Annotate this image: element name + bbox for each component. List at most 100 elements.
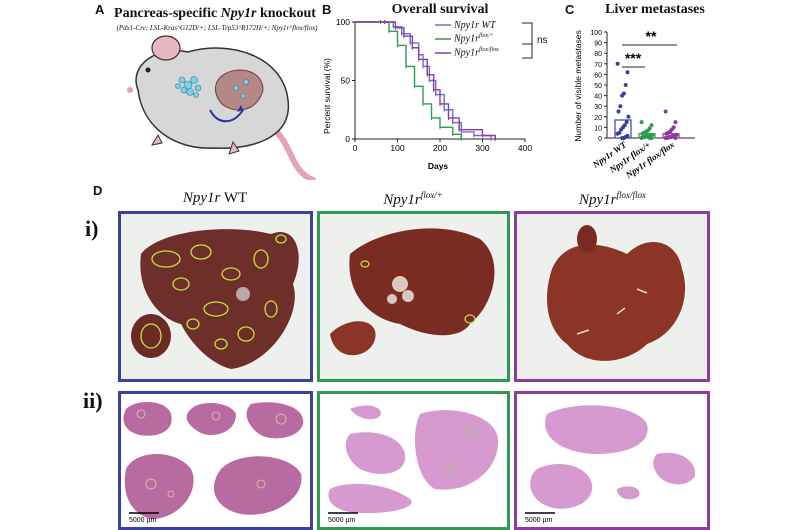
scalebar-label-hom: 5000 µm [525, 517, 553, 524]
metastases-chart: Number of visible metastases 0 10 20 30 40 50… [573, 28, 695, 181]
liver-photo-het [317, 211, 510, 382]
survival-x-tick-label: 100 [390, 143, 404, 153]
metastases-point [626, 114, 631, 119]
metastases-points [614, 61, 680, 140]
metastases-y-tick-label: 80 [594, 51, 602, 58]
row-label-i: i) [85, 216, 99, 241]
histology-het-image: 5000 µm [328, 405, 499, 524]
legend-item-hom: Npy1rflox/flox [435, 46, 535, 60]
metastases-point [663, 109, 668, 114]
column-title-wt: Npy1r WT [182, 190, 248, 206]
panel-a-genotype: (Pdx1-Cre; LSL-Kras^G12D/+; LSL-Trp53^R1… [112, 24, 322, 32]
metastases-y-tick-label: 90 [594, 41, 602, 48]
metastases-ylabel: Number of visible metastases [573, 30, 583, 142]
histology-wt-image: 5000 µm [123, 402, 304, 524]
metastases-point [616, 109, 621, 114]
legend-label-wt: Npy1r WT [454, 19, 496, 31]
survival-x-tick-label: 200 [433, 143, 447, 153]
survival-x-tick-label: 0 [353, 143, 358, 153]
metastases-point [618, 104, 623, 109]
survival-y-tick-label: 50 [341, 76, 351, 86]
histology-het: 5000 µm [317, 391, 510, 530]
column-title-het: Npy1rflox/+ [383, 190, 443, 208]
survival-legend: Npy1r WT Npy1rflox/+ Npy1rflox/flox [435, 18, 535, 60]
histology-hom: 5000 µm [514, 391, 710, 530]
metastases-y-tick-label: 0 [598, 136, 602, 143]
legend-item-het: Npy1rflox/+ [435, 32, 535, 46]
metastases-y-tick-label: 30 [594, 104, 602, 111]
metastases-y-tick-label: 60 [594, 72, 602, 79]
histology-wt: 5000 µm [118, 391, 313, 530]
panel-d-letter: D [93, 183, 103, 198]
metastases-y-tick-label: 10 [594, 125, 602, 132]
metastases-point [615, 61, 620, 66]
ns-label: ns [537, 35, 548, 46]
legend-item-wt: Npy1r WT [435, 18, 535, 32]
row-label-ii: ii) [83, 388, 103, 413]
metastases-point [639, 120, 644, 125]
histology-hom-image: 5000 µm [525, 405, 696, 524]
metastases-point [673, 136, 678, 140]
metastases-point [649, 123, 654, 128]
metastases-point [620, 93, 625, 98]
panel-a-title: Pancreas-specific Npy1r knockout [110, 6, 320, 22]
liver-het-image [330, 228, 495, 356]
metastases-point [664, 131, 669, 136]
metastases-point [647, 136, 652, 140]
metastases-point [640, 131, 645, 136]
title-pre: Pancreas-specific [114, 6, 221, 21]
legend-label-het: Npy1rflox/+ [454, 33, 494, 45]
scalebar-label-het: 5000 µm [328, 517, 356, 524]
column-title-hom: Npy1rflox/flox [579, 190, 646, 208]
panel-b-letter: B [322, 2, 332, 17]
survival-chart: Percent survival (%) Days 0 100 200 300 4000… [322, 17, 533, 171]
metastases-point [615, 131, 620, 136]
title-gene: Npy1r [220, 6, 257, 21]
metastases-y-tick-label: 40 [594, 94, 602, 101]
survival-line-1 [355, 21, 462, 139]
legend-swatch-het [435, 38, 451, 40]
metastases-y-tick-label: 20 [594, 115, 602, 122]
survival-y-tick-label: 0 [345, 134, 350, 144]
genotype-text: (Pdx1-Cre; LSL-Kras^G12D/+; LSL-Trp53^R1… [116, 24, 318, 32]
metastases-axes: 0 10 20 30 40 50 60 70 80 90 100 [590, 30, 695, 143]
mouse-illustration [127, 35, 316, 180]
sig-mid: *** [625, 50, 642, 66]
metastases-y-tick-label: 50 [594, 83, 602, 90]
liver-wt-image [131, 229, 299, 369]
survival-chart-title: Overall survival [391, 2, 489, 17]
metastases-y-tick-label: 100 [590, 30, 602, 37]
sig-top: ** [646, 28, 657, 44]
metastases-point [619, 127, 624, 132]
survival-x-tick-label: 300 [475, 143, 489, 153]
scalebar-label-wt: 5000 µm [129, 517, 157, 524]
metastases-y-tick-label: 70 [594, 62, 602, 69]
survival-xlabel: Days [428, 161, 449, 171]
metastases-point [625, 70, 630, 75]
panel-c-letter: C [565, 2, 575, 17]
liver-photo-wt [118, 211, 313, 382]
metastases-point [624, 120, 629, 125]
liver-hom-image [547, 225, 686, 361]
panel-a-letter: A [95, 2, 105, 17]
metastases-mean-bar-1 [638, 133, 656, 139]
metastases-point [620, 136, 625, 140]
legend-swatch-wt [435, 24, 451, 26]
survival-ylabel: Percent survival (%) [322, 58, 332, 134]
survival-line-2 [355, 21, 496, 139]
legend-swatch-hom [435, 52, 451, 54]
legend-label-hom: Npy1rflox/flox [454, 47, 499, 59]
metastases-point [639, 136, 644, 140]
title-post: knockout [256, 6, 316, 21]
survival-lines [355, 20, 496, 141]
metastases-point [663, 136, 668, 140]
ns-bracket [522, 22, 533, 59]
survival-y-tick-label: 100 [336, 17, 350, 27]
survival-x-tick-label: 400 [518, 143, 532, 153]
survival-axes: 0 100 200 300 400 0 50 100 [336, 17, 533, 153]
metastases-chart-title: Liver metastases [605, 2, 705, 17]
metastases-point [623, 83, 628, 87]
liver-photo-hom [514, 211, 710, 382]
metastases-point [673, 120, 678, 125]
